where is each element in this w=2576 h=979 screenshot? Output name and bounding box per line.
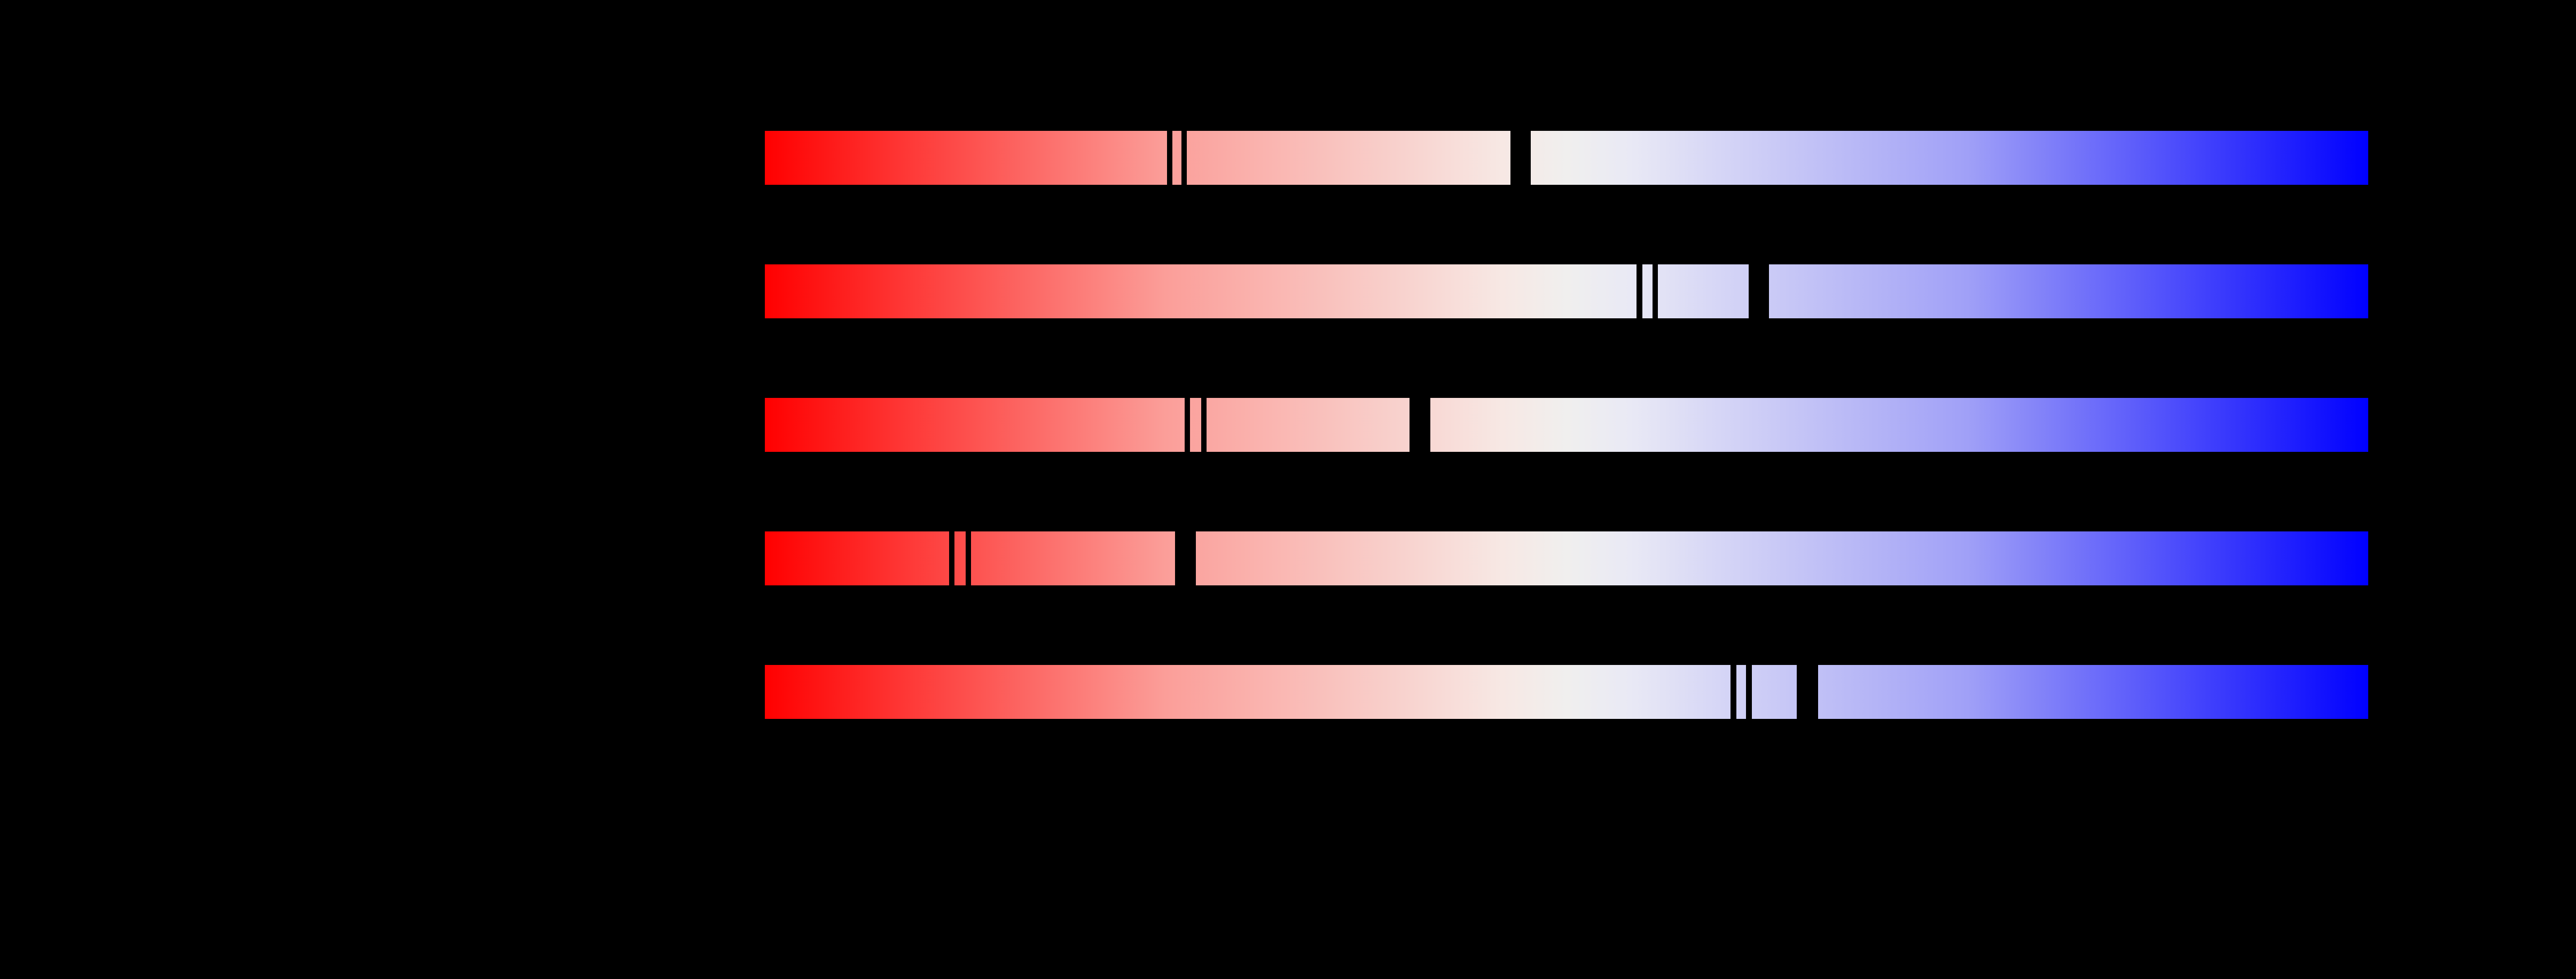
gradient-bar-row-2	[765, 264, 2368, 318]
breakpoint-tick	[1201, 398, 1207, 452]
gap-segment	[1749, 264, 1769, 318]
gradient-bar-row-5	[765, 665, 2368, 719]
gradient-bar-row-3	[765, 398, 2368, 452]
gap-segment	[1510, 131, 1531, 185]
breakpoint-tick	[1181, 131, 1187, 185]
breakpoint-tick	[1167, 131, 1172, 185]
breakpoint-tick	[1185, 398, 1190, 452]
breakpoint-tick	[1731, 665, 1736, 719]
breakpoint-tick	[966, 531, 971, 585]
breakpoint-tick	[949, 531, 954, 585]
breakpoint-tick	[1746, 665, 1752, 719]
gradient-bar-row-1	[765, 131, 2368, 185]
gradient-bar-row-4	[765, 531, 2368, 585]
gap-segment	[1410, 398, 1430, 452]
gap-segment	[1797, 665, 1818, 719]
gap-segment	[1175, 531, 1196, 585]
breakpoint-tick	[1637, 264, 1642, 318]
breakpoint-tick	[1653, 264, 1658, 318]
